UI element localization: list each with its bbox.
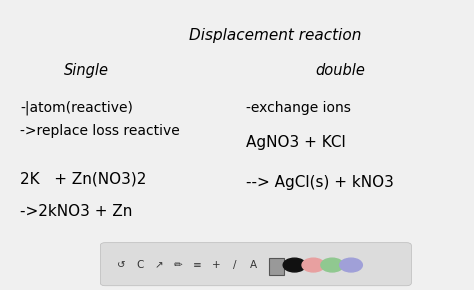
Text: ↗: ↗ xyxy=(155,260,164,270)
Circle shape xyxy=(283,258,306,272)
FancyBboxPatch shape xyxy=(100,243,411,286)
Text: ≡: ≡ xyxy=(192,260,201,270)
Text: ->2kNO3 + Zn: ->2kNO3 + Zn xyxy=(20,204,133,219)
Text: /: / xyxy=(233,260,237,270)
Text: Single: Single xyxy=(64,63,109,78)
Circle shape xyxy=(321,258,344,272)
Text: -|atom(reactive): -|atom(reactive) xyxy=(20,100,133,115)
Text: AgNO3 + KCl: AgNO3 + KCl xyxy=(246,135,346,150)
Text: +: + xyxy=(211,260,220,270)
Text: 2K   + Zn(NO3)2: 2K + Zn(NO3)2 xyxy=(20,172,146,187)
Text: ->replace loss reactive: ->replace loss reactive xyxy=(20,124,180,138)
Text: Displacement reaction: Displacement reaction xyxy=(189,28,361,44)
Circle shape xyxy=(340,258,362,272)
Text: ↺: ↺ xyxy=(117,260,126,270)
Text: C: C xyxy=(137,260,144,270)
Circle shape xyxy=(302,258,325,272)
Text: ✏: ✏ xyxy=(174,260,182,270)
Text: --> AgCl(s) + kNO3: --> AgCl(s) + kNO3 xyxy=(246,175,394,190)
Text: double: double xyxy=(316,63,365,78)
Text: A: A xyxy=(250,260,257,270)
Text: -exchange ions: -exchange ions xyxy=(246,101,351,115)
FancyBboxPatch shape xyxy=(269,258,283,275)
